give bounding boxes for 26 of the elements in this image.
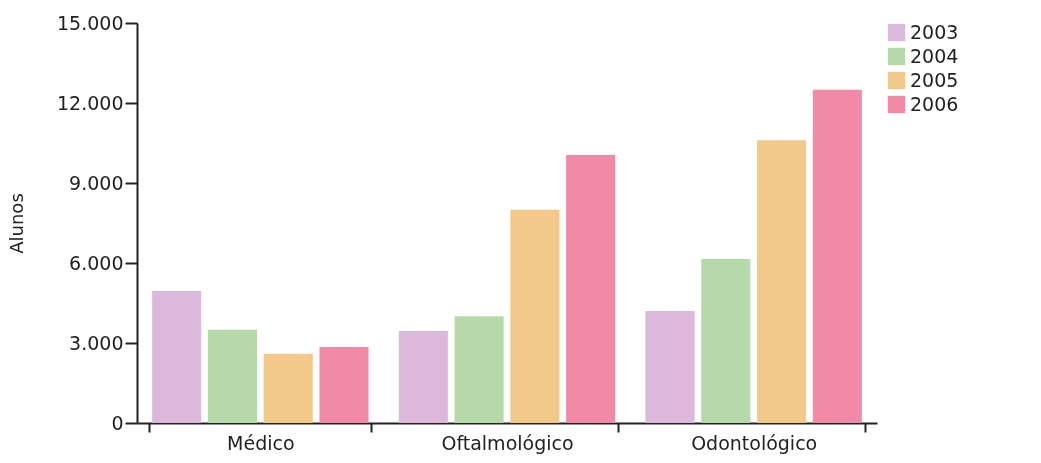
x-tick-label: Odontológico [691, 431, 818, 454]
x-tick-label: Médico [227, 431, 295, 454]
legend-label: 2003 [910, 20, 959, 43]
y-tick-label: 15.000 [57, 11, 124, 34]
bar [207, 329, 257, 423]
bar [645, 311, 695, 423]
bar [510, 209, 560, 423]
legend-label: 2005 [910, 68, 959, 91]
y-tick-label: 9.000 [69, 171, 124, 194]
bar [757, 140, 807, 423]
legend-label: 2006 [910, 92, 959, 115]
legend-label: 2004 [910, 44, 959, 67]
x-tick-label: Oftalmológico [441, 431, 574, 454]
bar [263, 353, 313, 423]
bar [454, 316, 504, 423]
y-tick-label: 6.000 [69, 251, 124, 274]
bar [398, 331, 448, 423]
bar [566, 155, 616, 423]
y-tick-label: 12.000 [57, 91, 124, 114]
bar [152, 291, 202, 423]
bar [812, 89, 862, 423]
y-tick-label: 3.000 [69, 331, 124, 354]
bar [701, 259, 751, 423]
y-axis-title: Alunos [6, 193, 28, 254]
y-tick-label: 0 [111, 411, 124, 434]
bar [319, 347, 369, 423]
